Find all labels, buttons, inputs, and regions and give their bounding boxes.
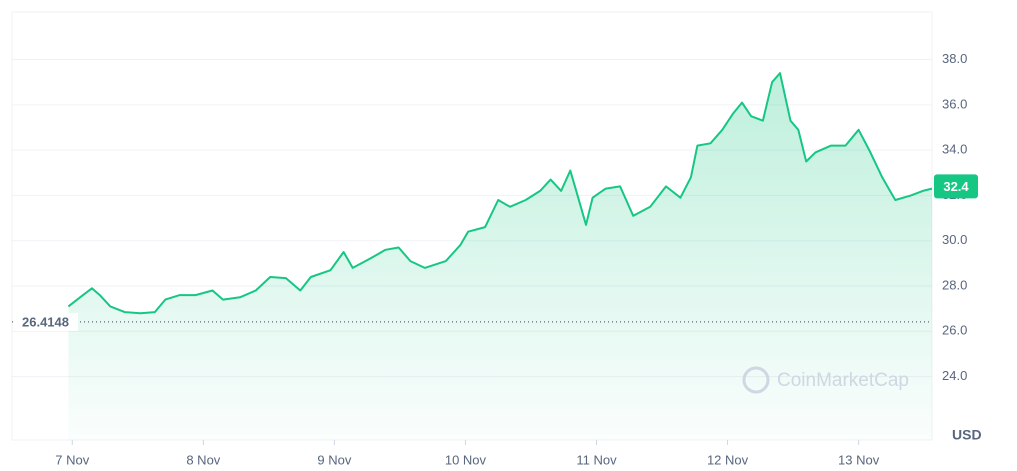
watermark-logo xyxy=(742,366,770,394)
x-tick-label: 13 Nov xyxy=(838,452,880,467)
price-area xyxy=(68,73,933,440)
x-tick-label: 12 Nov xyxy=(707,452,749,467)
last-price-tag xyxy=(934,174,978,199)
y-tick-label: 30.0 xyxy=(942,232,967,247)
x-tick-label: 8 Nov xyxy=(186,452,220,467)
watermark: CoinMarketCap xyxy=(777,370,909,391)
open-price-bg xyxy=(16,312,78,331)
axis-unit: USD xyxy=(952,427,982,443)
price-line xyxy=(67,72,933,315)
x-tick-label: 10 Nov xyxy=(445,452,487,467)
x-tick-label: 9 Nov xyxy=(317,452,351,467)
y-tick-label: 38.0 xyxy=(942,51,967,66)
x-tick-label: 7 Nov xyxy=(55,452,89,467)
open-price-label: 26.4148 xyxy=(22,314,69,329)
y-tick-label: 36.0 xyxy=(942,96,967,111)
y-tick-label: 26.0 xyxy=(942,323,967,338)
y-tick-label: 28.0 xyxy=(942,277,967,292)
x-tick-label: 11 Nov xyxy=(576,452,617,467)
y-tick-label: 24.0 xyxy=(942,368,967,383)
last-price-label: 32.4 xyxy=(943,179,969,194)
y-tick-label: 34.0 xyxy=(942,142,967,157)
